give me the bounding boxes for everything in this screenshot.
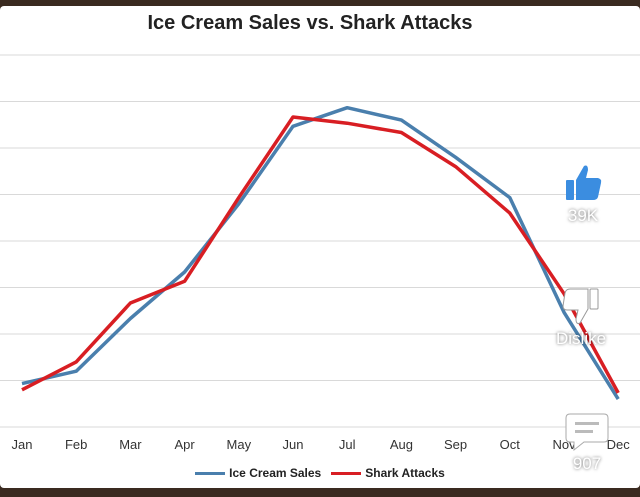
- x-tick-label: Mar: [119, 437, 142, 452]
- thumbs-up-icon: [566, 165, 602, 200]
- legend: Ice Cream Sales Shark Attacks: [0, 466, 640, 480]
- like-button[interactable]: 39K: [560, 160, 606, 226]
- series-lines: [21, 105, 620, 401]
- dislike-button[interactable]: Dislike: [556, 285, 606, 349]
- legend-swatch-ice-cream: [195, 471, 226, 475]
- x-axis-labels: Jan Feb Mar Apr May Jun Jul Aug Sep Oct Nov Dec: [12, 437, 631, 452]
- gridlines: [0, 54, 640, 428]
- comment-icon: [565, 413, 609, 452]
- x-tick-label: Feb: [65, 437, 87, 452]
- x-tick-label: Oct: [500, 437, 521, 452]
- bottom-strip: [0, 488, 640, 497]
- like-count: 39K: [567, 206, 599, 225]
- x-tick-label: Jun: [283, 437, 304, 452]
- series-line-1: [21, 115, 620, 394]
- legend-swatch-shark: [331, 471, 362, 475]
- x-tick-label: Sep: [444, 437, 467, 452]
- dislike-label: Dislike: [556, 329, 607, 348]
- legend-item-ice-cream: Ice Cream Sales: [195, 466, 321, 480]
- x-tick-label: Aug: [390, 437, 413, 452]
- x-tick-label: Jan: [12, 437, 33, 452]
- comment-count: 907: [572, 454, 602, 473]
- legend-label-ice-cream: Ice Cream Sales: [229, 466, 322, 480]
- chart-title: Ice Cream Sales vs. Shark Attacks: [147, 12, 473, 34]
- x-tick-label: May: [227, 437, 252, 452]
- x-tick-label: Dec: [607, 437, 631, 452]
- legend-item-shark: Shark Attacks: [331, 466, 445, 480]
- comment-button[interactable]: 907: [564, 410, 610, 474]
- x-tick-label: Jul: [339, 437, 356, 452]
- x-tick-label: Apr: [174, 437, 195, 452]
- series-line-0: [21, 105, 620, 401]
- legend-label-shark: Shark Attacks: [365, 466, 445, 480]
- thumbs-down-icon: [562, 288, 599, 324]
